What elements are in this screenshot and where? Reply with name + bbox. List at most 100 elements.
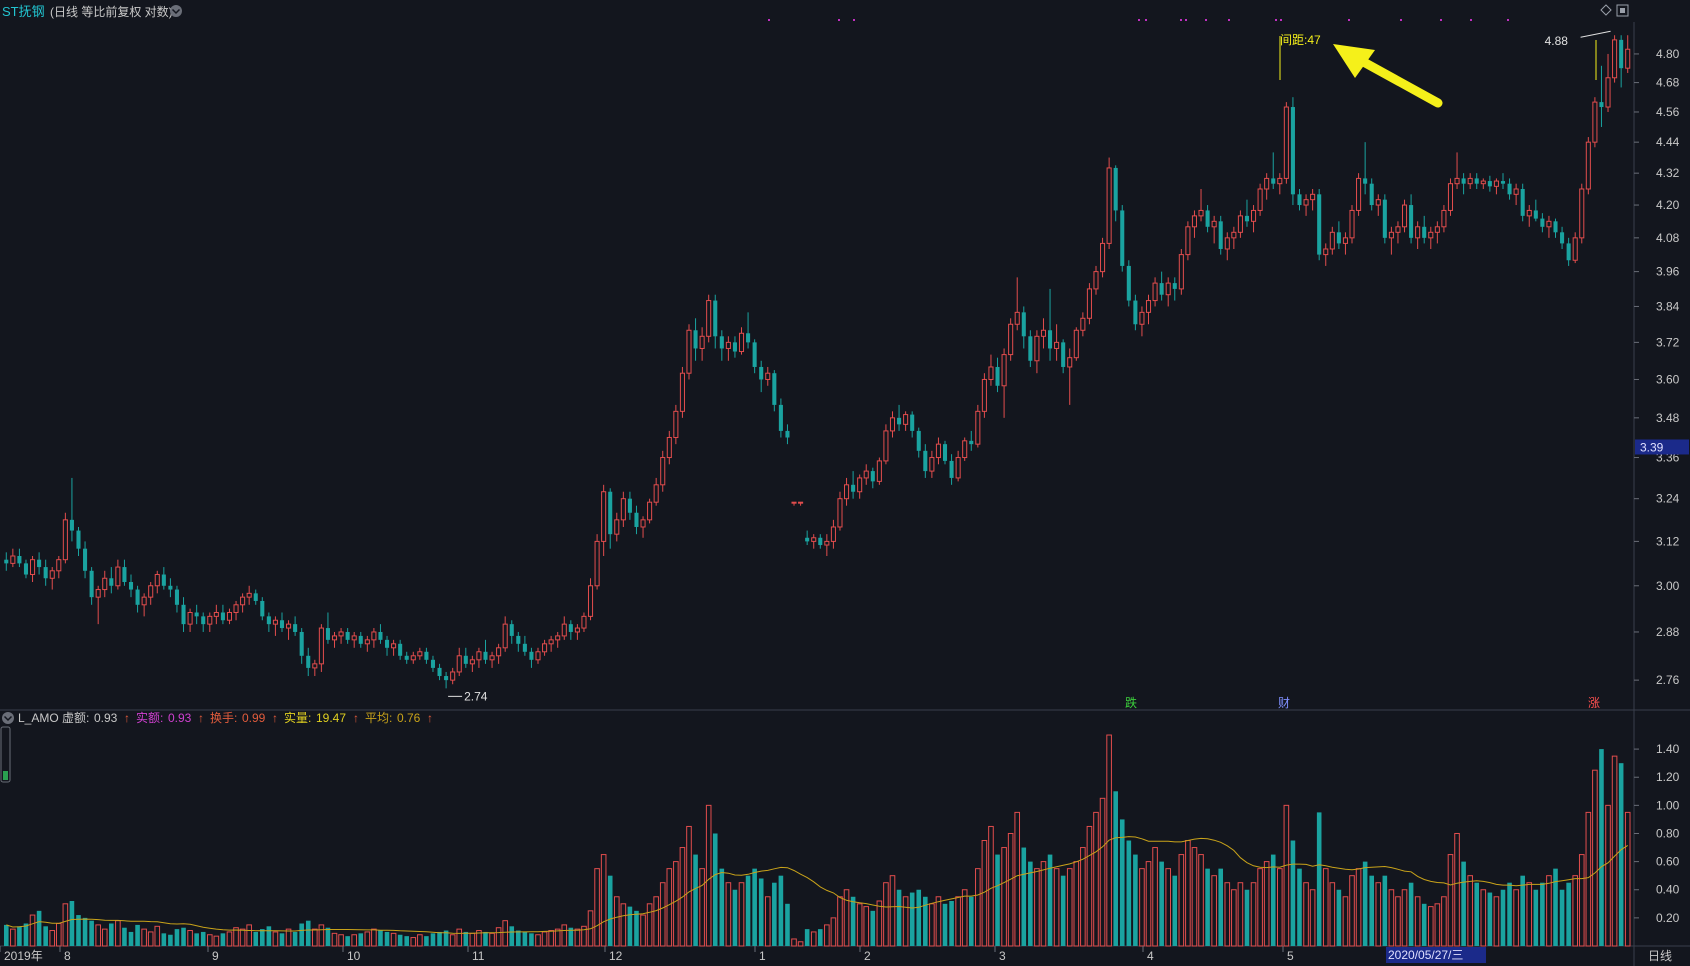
volume-bar [594, 868, 600, 947]
volume-bar [463, 931, 469, 946]
candle-body [1093, 271, 1099, 290]
volume-bar [1605, 804, 1611, 947]
candle-body [1520, 188, 1525, 216]
volume-bar [1447, 854, 1454, 947]
volume-bar [56, 922, 62, 947]
candle-body [76, 530, 81, 549]
candle-body [666, 437, 672, 459]
volume-bar [968, 896, 974, 946]
candle-body [109, 578, 114, 586]
volume-bar [122, 927, 127, 946]
candle-body [1264, 177, 1270, 190]
volume-bar [502, 920, 508, 947]
candle-body [1218, 221, 1223, 249]
candle-body [345, 631, 350, 640]
volume-bar [292, 931, 298, 946]
volume-bar [738, 882, 745, 947]
stock-name: ST抚钢 [2, 4, 45, 19]
volume-bar [745, 875, 751, 946]
volume-bar [1165, 868, 1171, 947]
marker-dot [1280, 19, 1282, 21]
volume-bar [764, 896, 771, 947]
volume-bar [206, 934, 213, 947]
candle-body [1283, 106, 1289, 179]
volume-bar [1034, 868, 1040, 947]
candle-body [693, 330, 698, 349]
volume-bar [233, 927, 239, 947]
volume-bar [1028, 861, 1033, 946]
volume-bar [1336, 889, 1342, 946]
volume-bar [554, 928, 561, 947]
time-tick-label: 8 [64, 949, 71, 963]
candle-body [522, 643, 527, 652]
volume-bar [299, 923, 304, 946]
volume-bar [364, 931, 371, 947]
volume-bar [1277, 868, 1283, 947]
volume-bar [1316, 812, 1322, 946]
dropdown-icon [170, 5, 182, 17]
candle-body [384, 639, 390, 648]
volume-bar [876, 900, 883, 947]
candle-body [975, 410, 981, 445]
volume-bar [154, 925, 161, 947]
high-pointer-line [1580, 30, 1611, 38]
candle-body [594, 540, 600, 587]
candle-body [318, 627, 324, 665]
candle-body [220, 612, 225, 621]
candle-body [561, 623, 567, 637]
volume-bar [1493, 896, 1500, 947]
candle-body [1152, 282, 1158, 302]
candle-body [430, 659, 436, 668]
volume-bar [1540, 882, 1545, 946]
volume-bar [1283, 804, 1290, 947]
volume-bar [850, 896, 856, 946]
volume-tick-label: 1.00 [1656, 798, 1680, 812]
volume-bar [1578, 854, 1585, 947]
candle-body [293, 624, 298, 632]
volume-bar [1080, 847, 1086, 947]
volume-bar [141, 928, 147, 947]
volume-bar [285, 928, 292, 947]
volume-stat-value: 0.93 [168, 711, 192, 725]
volume-bar [397, 934, 403, 946]
candle-body [1441, 209, 1447, 228]
candle-body [910, 414, 915, 431]
volume-bar [115, 920, 121, 947]
candle-body [338, 631, 344, 637]
candle-body [1323, 248, 1329, 256]
arrow-head [1333, 44, 1375, 78]
candle-body [378, 631, 383, 640]
candle-body [456, 655, 462, 673]
volume-bar [830, 917, 837, 947]
volume-bar [1066, 868, 1073, 947]
candle-body [1126, 265, 1131, 301]
candle-body [818, 537, 823, 546]
candle-body [1198, 209, 1204, 217]
candle-body [1001, 354, 1007, 387]
volume-bar [325, 927, 331, 946]
candle-body [1553, 221, 1558, 233]
volume-dropdown-icon [2, 712, 14, 724]
candle-body [1113, 167, 1118, 211]
candle-body [679, 372, 685, 412]
candle-body [608, 491, 613, 535]
candle-body [37, 559, 42, 568]
volume-bar [1507, 882, 1512, 946]
volume-bar [345, 936, 350, 946]
candle-body [1277, 177, 1283, 185]
candle-body [1422, 226, 1427, 238]
volume-bar [161, 933, 167, 946]
volume-bar [797, 941, 804, 947]
candle-body [581, 615, 587, 629]
price-tick-label: 4.44 [1656, 135, 1680, 149]
candle-body [935, 443, 941, 459]
volume-bar [1297, 868, 1302, 946]
marker-dot [1348, 19, 1350, 21]
volume-stat-label: 实额: [136, 710, 163, 725]
volume-bar [568, 927, 574, 946]
volume-bar [456, 928, 463, 947]
candle-body [1572, 237, 1578, 261]
arrow-shaft [1355, 55, 1443, 108]
volume-bar [384, 931, 390, 946]
volume-bar [1119, 819, 1125, 946]
